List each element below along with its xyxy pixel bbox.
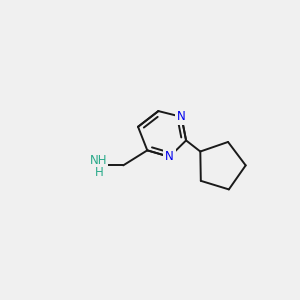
Text: N: N	[177, 110, 186, 123]
Text: NH: NH	[90, 154, 107, 167]
Text: H: H	[94, 166, 103, 179]
Text: N: N	[165, 150, 174, 163]
